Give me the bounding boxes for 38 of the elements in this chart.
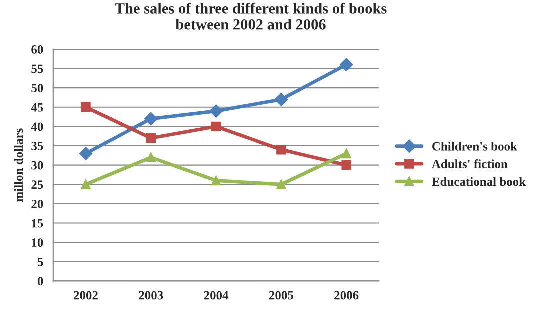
point (144, 112, 158, 126)
point (146, 152, 156, 162)
y-tick-label: 30 (32, 161, 44, 170)
x-tick-label: 2005 (269, 291, 294, 300)
point (211, 176, 222, 186)
point (211, 122, 222, 132)
y-axis-title: millon dollars (14, 128, 24, 202)
y-tick-label: 20 (32, 200, 44, 208)
point (274, 93, 288, 106)
point (342, 160, 352, 170)
point (146, 133, 156, 144)
point (340, 58, 354, 72)
y-tick-label: 5 (38, 258, 44, 266)
x-tick-label: 2006 (334, 291, 359, 300)
legend-label: Educational book (432, 177, 526, 186)
point (342, 148, 352, 159)
y-tick-label: 55 (32, 64, 44, 74)
point (81, 102, 91, 112)
y-tick-label: 0 (38, 277, 44, 286)
legend-label: Adults' fiction (432, 160, 508, 169)
x-tick-label: 2003 (139, 291, 164, 300)
y-tick-label: 10 (32, 238, 44, 248)
y-tick-label: 50 (32, 84, 44, 93)
point (276, 180, 286, 190)
point (210, 104, 223, 118)
y-tick-label: 40 (31, 122, 44, 132)
y-tick-label: 35 (32, 142, 44, 150)
x-tick-label: 2002 (74, 291, 98, 300)
x-tick-label: 2004 (204, 291, 229, 300)
y-tick-label: 60 (32, 45, 44, 54)
y-tick-label: 45 (31, 103, 44, 112)
y-tick-label: 25 (32, 180, 44, 190)
point (81, 180, 91, 190)
point (276, 145, 286, 155)
point (79, 147, 93, 160)
chart-title: The sales of three different kinds of books between 2002 and 2006 (115, 2, 387, 30)
y-tick-label: 15 (32, 219, 44, 228)
legend-label: Children's book (432, 142, 518, 151)
